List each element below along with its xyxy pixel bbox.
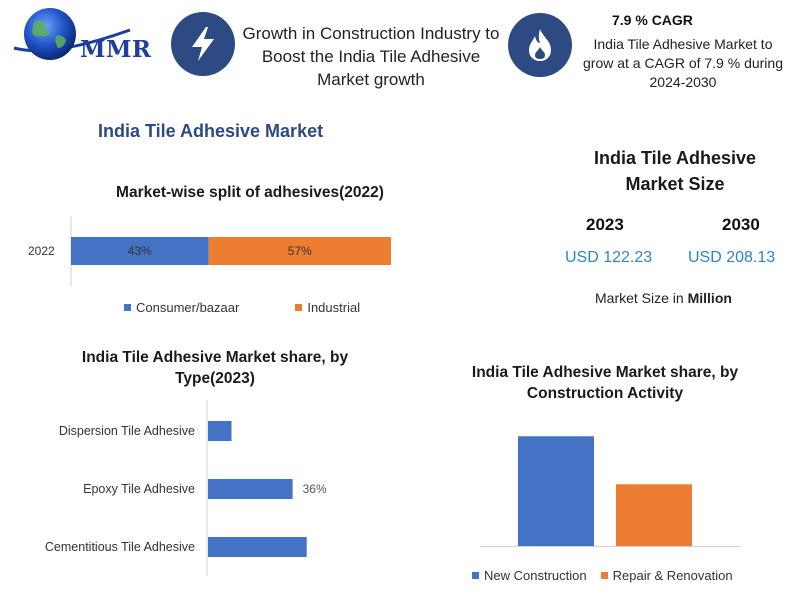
activity-chart-title: India Tile Adhesive Market share, by Con… (471, 364, 739, 402)
cagr-text: India Tile Adhesive Market to grow at a … (583, 36, 783, 90)
legend-swatch-consumer (124, 304, 131, 311)
market-size-note-unit: Million (687, 290, 732, 306)
type-category-label: Cementitious Tile Adhesive (45, 540, 195, 554)
legend-label-new-construction: New Construction (484, 568, 587, 583)
split-bar-industrial (208, 237, 391, 265)
legend-label-consumer: Consumer/bazaar (136, 300, 240, 315)
market-size-note-prefix: Market Size in (595, 290, 684, 306)
split-data-label-consumer: 43% (128, 244, 152, 258)
split-legend: Consumer/bazaar Industrial (124, 300, 360, 315)
type-bar (208, 537, 307, 557)
split-data-label-industrial: 57% (288, 244, 312, 258)
type-category-label: Dispersion Tile Adhesive (59, 424, 195, 438)
activity-chart (480, 436, 740, 547)
market-title: India Tile Adhesive Market (98, 121, 324, 141)
type-chart: Dispersion Tile Adhesive Epoxy Tile Adhes… (45, 400, 327, 576)
type-category-label: Epoxy Tile Adhesive (83, 482, 195, 496)
year-2030: 2030 (722, 215, 760, 234)
flame-icon (508, 13, 572, 77)
logo-text: MMR (80, 36, 152, 63)
legend-label-repair: Repair & Renovation (612, 568, 733, 583)
activity-bar-repair-renovation (616, 484, 692, 546)
legend-label-industrial: Industrial (307, 300, 361, 315)
legend-swatch-industrial (295, 304, 303, 311)
cagr-title: 7.9 % CAGR (612, 12, 693, 28)
type-chart-title: India Tile Adhesive Market share, by Typ… (81, 349, 349, 387)
lightning-bolt-icon (171, 12, 235, 76)
legend-swatch-repair (600, 572, 608, 579)
activity-bar-new-construction (518, 436, 594, 546)
split-chart-title: Market-wise split of adhesives(2022) (116, 184, 384, 201)
year-2023: 2023 (586, 215, 624, 234)
market-size-2023: USD 122.23 (565, 249, 653, 266)
type-bar (208, 479, 293, 499)
market-size-note: Market Size in Million (595, 290, 732, 306)
globe-logo-icon (13, 8, 131, 60)
split-bar-consumer (71, 237, 209, 265)
split-chart: 2022 43% 57% (28, 216, 391, 286)
type-bar (208, 421, 232, 441)
headline: Growth in Construction Industry to Boost… (242, 24, 500, 89)
market-size-title: India Tile Adhesive Market Size (593, 148, 757, 194)
mmr-logo (12, 6, 162, 66)
activity-legend: New Construction Repair & Renovation (472, 568, 733, 583)
split-category-label: 2022 (28, 244, 55, 258)
market-size-2030: USD 208.13 (688, 249, 776, 266)
legend-swatch-new-construction (472, 572, 479, 579)
type-data-label: 36% (303, 482, 327, 496)
